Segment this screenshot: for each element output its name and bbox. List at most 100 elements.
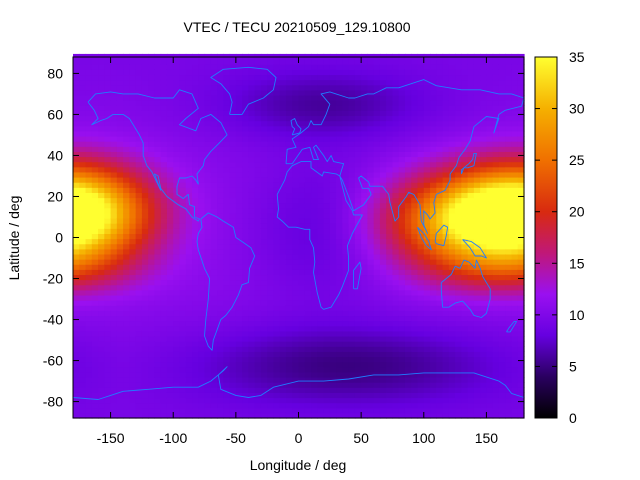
heatmap-cell [411,274,419,281]
heatmap-cell [298,243,306,250]
heatmap-cell [361,59,368,65]
heatmap-cell [430,212,437,219]
heatmap-cell [185,64,193,70]
heatmap-cell [248,346,256,352]
heatmap-cell [292,212,300,219]
heatmap-cell [392,120,400,127]
heatmap-cell [486,300,494,306]
heatmap-cell [135,115,143,122]
heatmap-cell [285,233,293,240]
heatmap-cell [166,171,174,178]
heatmap-cell [260,64,268,70]
heatmap-cell [298,94,306,101]
heatmap-cell [486,74,494,81]
heatmap-cell [98,346,105,352]
heatmap-cell [292,59,300,65]
heatmap-cell [292,207,300,214]
heatmap-cell [411,146,419,152]
heatmap-cell [217,176,224,183]
heatmap-cell [98,74,105,81]
heatmap-cell [448,176,456,183]
heatmap-cell [480,366,488,373]
heatmap-cell [473,356,481,363]
heatmap-cell [179,325,187,332]
heatmap-cell [461,289,469,296]
heatmap-cell [342,284,350,291]
heatmap-cell [323,243,331,250]
heatmap-cell [361,146,368,152]
heatmap-cell [342,325,350,332]
heatmap-cell [217,284,224,291]
heatmap-cell [423,197,431,204]
heatmap-cell [198,69,206,76]
heatmap-cell [223,105,231,111]
heatmap-cell [154,166,162,173]
heatmap-cell [336,356,343,363]
heatmap-cell [166,407,174,414]
heatmap-cell [498,74,506,81]
heatmap-cell [154,84,162,91]
heatmap-cell [210,243,218,250]
heatmap-cell [411,187,419,193]
heatmap-cell [104,310,112,317]
heatmap-cell [98,105,105,111]
heatmap-cell [267,202,275,209]
heatmap-cell [173,402,181,409]
heatmap-cell [85,79,93,86]
heatmap-cell [348,294,356,301]
heatmap-cell [285,130,293,137]
heatmap-cell [185,171,193,178]
heatmap-cell [336,182,343,188]
heatmap-cell [135,59,143,65]
heatmap-cell [192,269,199,276]
heatmap-cell [392,212,400,219]
heatmap-cell [311,212,318,219]
heatmap-cell [85,223,93,229]
heatmap-cell [104,238,112,245]
heatmap-cell [210,74,218,81]
heatmap-cell [104,64,112,70]
heatmap-cell [354,330,362,337]
heatmap-cell [311,320,318,327]
heatmap-cell [329,315,337,322]
heatmap-cell [417,253,425,260]
heatmap-cell [486,233,494,240]
heatmap-cell [486,382,494,388]
heatmap-cell [392,69,400,76]
heatmap-cell [342,315,350,322]
heatmap-cell [411,366,419,373]
heatmap-cell [141,74,149,81]
heatmap-cell [141,79,149,86]
heatmap-cell [123,223,130,229]
heatmap-cell [511,392,519,399]
heatmap-cell [173,135,181,142]
heatmap-cell [123,279,130,286]
heatmap-cell [204,110,212,117]
heatmap-cell [242,120,249,127]
heatmap-cell [98,176,105,183]
heatmap-cell [492,233,500,240]
heatmap-cell [317,187,325,193]
heatmap-cell [267,259,275,265]
heatmap-cell [392,284,400,291]
heatmap-cell [229,161,237,168]
heatmap-cell [260,69,268,76]
heatmap-cell [217,341,224,347]
heatmap-cell [116,120,124,127]
heatmap-cell [166,228,174,234]
heatmap-cell [492,382,500,388]
heatmap-cell [98,233,105,240]
heatmap-cell [311,325,318,332]
heatmap-cell [154,156,162,163]
heatmap-cell [91,74,99,81]
heatmap-cell [311,110,318,117]
heatmap-cell [498,361,506,368]
heatmap-cell [298,284,306,291]
heatmap-cell [223,346,231,352]
heatmap-cell [461,176,469,183]
heatmap-cell [498,125,506,132]
heatmap-cell [91,115,99,122]
heatmap-cell [179,279,187,286]
heatmap-cell [379,161,387,168]
heatmap-cell [473,197,481,204]
